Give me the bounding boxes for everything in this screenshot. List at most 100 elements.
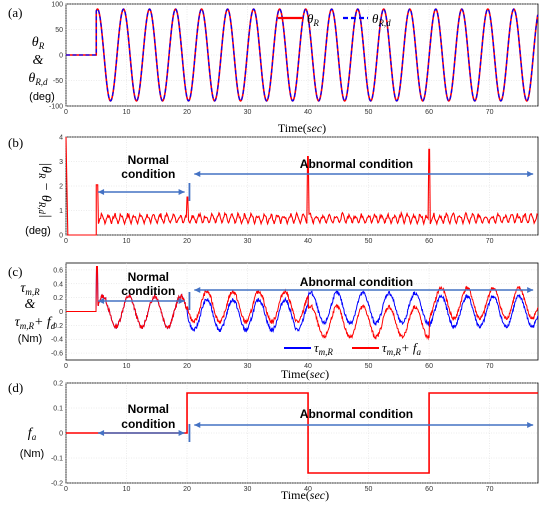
x-tick-label-a: 10 (123, 109, 131, 116)
ylabel-a-thetad: θR,d (28, 71, 48, 87)
series-theta-rd (66, 8, 539, 102)
x-tick-label-b: 20 (183, 238, 191, 245)
x-tick-label-b: 50 (365, 238, 373, 245)
normal-arrowhead-left-d (98, 430, 105, 436)
y-tick-label-a: 100 (51, 2, 63, 9)
xlabel-d: Time(sec) (281, 488, 329, 502)
x-tick-label-b: 0 (64, 238, 68, 245)
x-tick-label-c: 70 (486, 363, 494, 370)
y-tick-label-a: -50 (53, 78, 63, 85)
y-tick-label-d: 0.2 (53, 381, 63, 388)
y-tick-label-a: 50 (55, 27, 63, 34)
normal-arrowhead-left-b (98, 189, 105, 195)
abnormal-arrowhead-left-b (194, 171, 201, 177)
panel-label-b: (b) (8, 135, 23, 150)
xlabel-a: Time(sec) (278, 121, 326, 135)
ylabel-c: τm,R & τm,R+ fd (Nm) (15, 281, 56, 345)
x-tick-label-b: 40 (304, 238, 312, 245)
y-tick-label-c: 0.6 (53, 267, 63, 274)
y-tick-label-b: 0 (59, 233, 63, 240)
x-tick-label-c: 50 (365, 363, 373, 370)
panel-label-c: (c) (8, 264, 22, 279)
x-tick-label-a: 20 (183, 109, 191, 116)
y-tick-label-d: -0.2 (51, 481, 63, 488)
ylabel-b-error: |θR − θR,d| (37, 162, 53, 218)
ylabel-c-sum: τm,R+ fd (15, 315, 56, 331)
normal-arrowhead-right-b (178, 189, 185, 195)
x-tick-label-b: 60 (425, 238, 433, 245)
abnormal-arrowhead-right-c (527, 287, 534, 293)
x-tick-label-d: 70 (486, 486, 494, 493)
plot-d: 0 10 20 30 40 50 60 70 -0.2 -0.1 0 0.1 0.2 Normalcond… (51, 381, 539, 493)
x-tick-label-c: 40 (304, 363, 312, 370)
y-tick-label-d: -0.1 (51, 456, 63, 463)
x-tick-label-d: 10 (123, 486, 131, 493)
condition-label-d: condition (121, 417, 175, 431)
y-tick-label-b: 3 (59, 159, 63, 166)
abnormal-label-c: Abnormal condition (300, 275, 413, 289)
x-tick-label-d: 0 (64, 486, 68, 493)
x-tick-label-a: 0 (64, 109, 68, 116)
abnormal-arrowhead-left-c (194, 287, 201, 293)
ylabel-d-unit: (Nm) (20, 448, 44, 460)
x-tick-label-d: 20 (183, 486, 191, 493)
ylabel-d: fa (Nm) (20, 426, 44, 460)
condition-label-c: condition (121, 284, 175, 298)
x-tick-label-d: 40 (304, 486, 312, 493)
x-tick-label-a: 50 (365, 109, 373, 116)
x-tick-label-c: 20 (183, 363, 191, 370)
y-tick-label-b: 4 (59, 135, 63, 142)
x-tick-label-d: 60 (425, 486, 433, 493)
y-tick-label-c: -0.6 (51, 351, 63, 358)
x-tick-label-d: 50 (365, 486, 373, 493)
ylabel-a-amp: & (33, 53, 44, 68)
x-tick-label-b: 10 (123, 238, 131, 245)
y-tick-label-c: -0.2 (51, 323, 63, 330)
x-tick-label-b: 70 (486, 238, 494, 245)
ylabel-c-amp: & (25, 297, 36, 312)
abnormal-arrowhead-left-d (194, 422, 201, 428)
y-tick-label-c: 0.4 (53, 281, 63, 288)
x-tick-label-a: 40 (304, 109, 312, 116)
series-tau-plus-fa (66, 265, 539, 341)
x-tick-label-d: 30 (244, 486, 252, 493)
xlabel-c: Time(sec) (281, 367, 329, 381)
ylabel-a-unit: (deg) (29, 91, 55, 103)
ylabel-b: |θR − θR,d| (deg) (25, 162, 53, 237)
y-tick-label-c: 0.2 (53, 295, 63, 302)
abnormal-arrowhead-right-b (527, 171, 534, 177)
y-tick-label-b: 2 (59, 184, 63, 191)
legend-a: θR θR,d (278, 11, 391, 28)
x-tick-label-b: 30 (244, 238, 252, 245)
y-tick-label-b: 1 (59, 208, 63, 215)
y-tick-label-d: 0.1 (53, 406, 63, 413)
series-fa (66, 392, 538, 474)
plot-a: 0 10 20 30 40 50 60 70 -100 -50 0 50 100 (49, 2, 539, 116)
x-tick-label-a: 30 (244, 109, 252, 116)
y-tick-label-a: -100 (49, 104, 63, 111)
ylabel-a-theta: θR (32, 35, 45, 51)
normal-arrowhead-right-c (178, 298, 185, 304)
condition-label-b: condition (121, 167, 175, 181)
x-tick-label-c: 0 (64, 363, 68, 370)
panel-label-d: (d) (8, 380, 23, 395)
series-error (65, 136, 539, 236)
panel-label-a: (a) (8, 5, 22, 20)
normal-arrowhead-left-c (98, 298, 105, 304)
abnormal-arrowhead-right-d (527, 422, 534, 428)
y-tick-label-c: -0.4 (51, 337, 63, 344)
ylabel-a: θR & θR,d (deg) (28, 35, 54, 103)
y-tick-label-d: 0 (59, 431, 63, 438)
y-tick-label-c: 0 (59, 309, 63, 316)
x-tick-label-c: 30 (244, 363, 252, 370)
normal-arrowhead-right-d (178, 430, 185, 436)
abnormal-label-d: Abnormal condition (300, 407, 413, 421)
ylabel-b-unit: (deg) (25, 225, 51, 237)
abnormal-label-b: Abnormal condition (300, 157, 413, 171)
plot-c: 0 10 20 30 40 50 60 70 -0.6 -0.4 -0.2 0 0.2 0.4 0.6 Nor… (51, 262, 539, 370)
y-tick-label-a: 0 (59, 53, 63, 60)
normal-label-c: Normal (128, 270, 169, 284)
legend-c-label-2: τm,R+ fa (382, 340, 422, 357)
